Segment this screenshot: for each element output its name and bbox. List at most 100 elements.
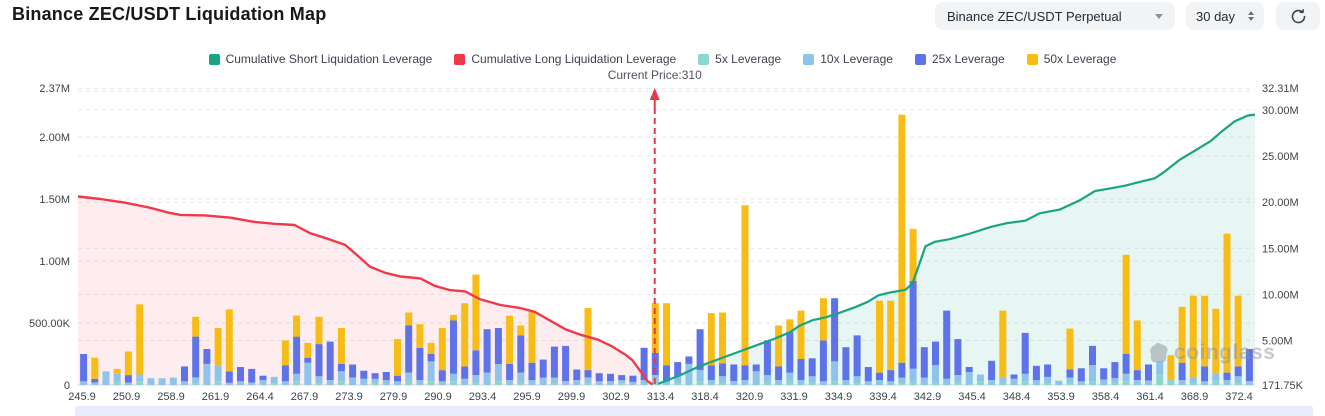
legend-item-2[interactable]: 5x Leverage (698, 52, 781, 66)
liquidation-bar[interactable] (775, 325, 783, 386)
liquidation-bar[interactable] (225, 309, 233, 385)
liquidation-bar[interactable] (326, 341, 334, 385)
liquidation-bar[interactable] (954, 339, 962, 385)
liquidation-bar[interactable] (640, 347, 648, 385)
liquidation-bar[interactable] (909, 228, 917, 385)
liquidation-bar[interactable] (192, 316, 200, 385)
liquidation-bar[interactable] (1212, 308, 1220, 385)
liquidation-bar[interactable] (382, 372, 390, 385)
liquidation-bar[interactable] (136, 304, 144, 385)
liquidation-bar[interactable] (797, 310, 805, 385)
liquidation-bar[interactable] (124, 351, 132, 386)
liquidation-bar[interactable] (719, 312, 726, 386)
liquidation-bar[interactable] (819, 298, 827, 385)
symbol-select[interactable]: Binance ZEC/USDT Perpetual (935, 2, 1175, 30)
liquidation-bar[interactable] (1089, 345, 1096, 385)
liquidation-bar[interactable] (304, 342, 312, 385)
chart-scrollbar[interactable] (75, 406, 1313, 416)
liquidation-bar[interactable] (965, 367, 973, 385)
liquidation-bar[interactable] (405, 312, 413, 386)
liquidation-bar[interactable] (438, 328, 446, 385)
legend-item-1[interactable]: Cumulative Long Liquidation Leverage (454, 52, 676, 66)
liquidation-bar[interactable] (169, 377, 177, 385)
legend-item-5[interactable]: 50x Leverage (1026, 52, 1116, 66)
liquidation-bar[interactable] (730, 364, 738, 386)
liquidation-bar[interactable] (1111, 362, 1119, 385)
liquidation-bar[interactable] (1010, 374, 1018, 386)
period-select[interactable]: 30 day (1186, 2, 1264, 30)
liquidation-bar[interactable] (573, 369, 581, 386)
liquidation-bar[interactable] (920, 347, 928, 385)
liquidation-bar[interactable] (831, 298, 839, 385)
liquidation-bar[interactable] (876, 300, 883, 385)
liquidation-bar[interactable] (607, 373, 614, 385)
liquidation-bar[interactable] (181, 366, 188, 385)
liquidation-bar[interactable] (685, 356, 693, 386)
liquidation-bar[interactable] (293, 315, 301, 385)
liquidation-bar[interactable] (943, 310, 951, 385)
liquidation-bar[interactable] (147, 378, 155, 385)
liquidation-bar[interactable] (1234, 295, 1242, 385)
liquidation-bar[interactable] (1133, 320, 1141, 386)
liquidation-bar[interactable] (1201, 295, 1209, 385)
liquidation-bar[interactable] (472, 274, 480, 385)
liquidation-bar[interactable] (113, 368, 121, 385)
liquidation-bar[interactable] (1077, 368, 1085, 385)
liquidation-bar[interactable] (550, 346, 558, 385)
liquidation-bar[interactable] (528, 310, 536, 385)
liquidation-bar[interactable] (203, 349, 211, 385)
liquidation-bar[interactable] (1223, 233, 1231, 385)
liquidation-bar[interactable] (976, 374, 984, 386)
liquidation-bar[interactable] (1145, 364, 1152, 386)
liquidation-bar[interactable] (158, 378, 166, 385)
liquidation-bar[interactable] (1044, 364, 1052, 386)
liquidation-bar[interactable] (416, 324, 424, 385)
liquidation-bar[interactable] (349, 364, 357, 386)
liquidation-bar[interactable] (371, 373, 379, 385)
liquidation-bar[interactable] (494, 328, 502, 385)
legend-item-3[interactable]: 10x Leverage (803, 52, 893, 66)
liquidation-bar[interactable] (517, 325, 525, 386)
liquidation-bar[interactable] (506, 315, 514, 385)
liquidation-bar[interactable] (696, 329, 704, 385)
liquidation-bar[interactable] (808, 358, 816, 385)
liquidation-bar[interactable] (741, 205, 749, 385)
legend-item-0[interactable]: Cumulative Short Liquidation Leverage (208, 52, 432, 66)
liquidation-bar[interactable] (932, 341, 939, 385)
liquidation-bar[interactable] (237, 367, 244, 385)
liquidation-bar[interactable] (999, 310, 1007, 385)
liquidation-bar[interactable] (1055, 380, 1063, 385)
liquidation-bar[interactable] (270, 376, 278, 385)
liquidation-bar[interactable] (394, 339, 401, 385)
liquidation-bar[interactable] (595, 373, 603, 385)
liquidation-bar[interactable] (763, 340, 771, 385)
liquidation-bar[interactable] (337, 328, 345, 385)
liquidation-bar[interactable] (618, 375, 626, 385)
liquidation-bar[interactable] (1156, 361, 1164, 385)
liquidation-bar[interactable] (584, 308, 592, 385)
liquidation-bar[interactable] (281, 340, 289, 385)
liquidation-bar[interactable] (562, 345, 570, 385)
liquidation-bar[interactable] (539, 359, 547, 385)
liquidation-bar[interactable] (91, 357, 99, 385)
liquidation-bar[interactable] (1021, 332, 1029, 385)
liquidation-bar[interactable] (674, 362, 682, 385)
liquidation-bar[interactable] (887, 300, 895, 385)
liquidation-bar[interactable] (1066, 328, 1074, 385)
liquidation-bar[interactable] (360, 370, 368, 385)
liquidation-bar[interactable] (864, 367, 872, 385)
liquidation-bar[interactable] (483, 329, 491, 385)
liquidation-bar[interactable] (1167, 355, 1175, 385)
liquidation-bar[interactable] (1100, 368, 1108, 385)
liquidation-bar[interactable] (259, 375, 267, 385)
refresh-button[interactable] (1276, 2, 1320, 30)
liquidation-bar[interactable] (80, 354, 88, 385)
liquidation-bar[interactable] (1245, 349, 1253, 385)
liquidation-bar[interactable] (707, 313, 715, 385)
liquidation-bar[interactable] (102, 371, 110, 385)
liquidation-bar[interactable] (1189, 295, 1197, 385)
liquidation-bar[interactable] (214, 328, 222, 385)
liquidation-bar[interactable] (248, 368, 256, 385)
liquidation-bar[interactable] (898, 114, 906, 385)
liquidation-bar[interactable] (427, 342, 435, 385)
